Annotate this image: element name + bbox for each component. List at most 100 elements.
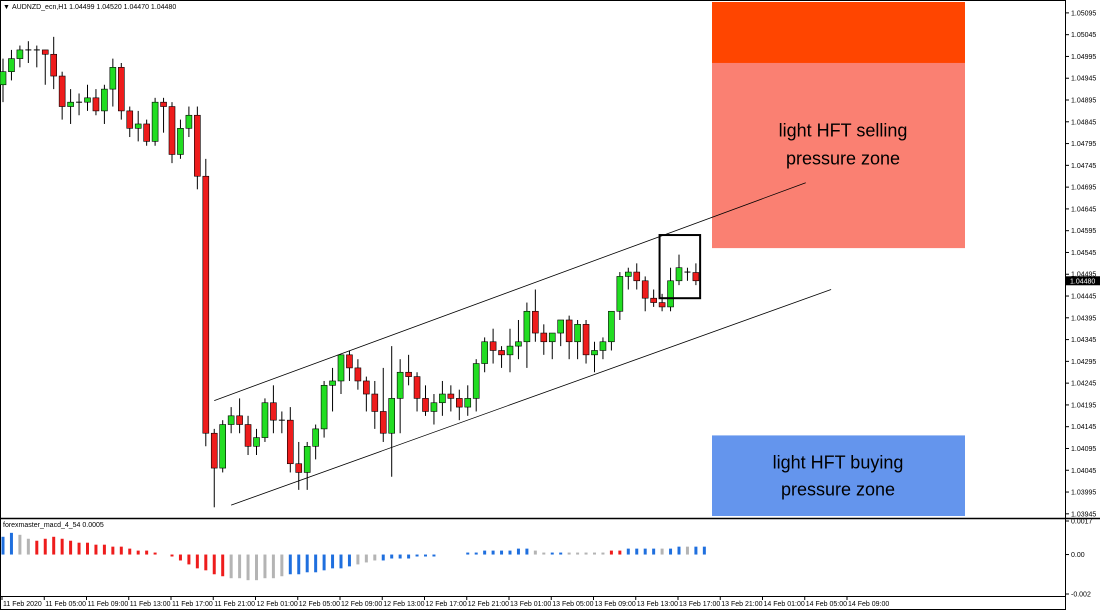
candle [194,106,201,190]
candle [405,354,412,386]
candle [455,389,463,421]
candle [219,420,226,473]
time-tick-label: 12 Feb 17:00 [426,601,467,608]
price-tick-label: 1.04995 [1071,54,1096,61]
selling-zone-label-line1: light HFT selling [779,121,908,141]
candle-body [109,67,117,90]
candle [489,328,497,364]
candle-body [455,398,463,408]
candle [227,407,235,434]
candle [84,84,91,111]
candle-body [489,341,497,351]
candle-body [464,398,472,408]
candle-body [506,345,514,356]
candle [346,350,353,381]
candle-body [413,376,421,399]
time-tick-label: 11 Feb 21:00 [214,601,255,608]
time-tick-label: 14 Feb 01:00 [764,601,805,608]
candle [67,89,74,124]
candle [278,411,285,434]
candle [608,310,615,351]
time-tick-label: 11 Feb 17:00 [172,601,213,608]
candle-body [236,415,243,425]
candle-body [84,97,91,103]
candle-body [574,324,581,343]
candle [253,428,260,456]
candle [540,324,548,355]
chart-menu-icon[interactable]: ▼ [3,4,10,11]
time-tick-label: 13 Feb 05:00 [552,601,593,608]
candle-body [286,419,294,465]
price-axis: 1.05095 1.05045 1.04995 1.04945 1.04895 1.048… [1065,10,1096,518]
candle [101,84,108,124]
price-tick-label: 1.04095 [1071,446,1096,453]
price-tick-label: 1.04295 [1071,359,1096,366]
price-tick-label: 1.04145 [1071,424,1096,431]
candle-body [67,101,74,107]
candle [354,359,362,390]
candle-body [675,267,683,282]
candle [8,49,15,81]
candle-body [329,380,336,386]
time-tick-label: 13 Feb 01:00 [510,601,551,608]
time-tick-label: 13 Feb 21:00 [721,601,762,608]
price-tick-label: 1.04695 [1071,185,1096,192]
trendline[interactable] [231,289,832,506]
candle-body [320,385,328,430]
candle [667,267,674,312]
highlight-box [658,234,702,300]
price-tick-label: 1.04495 [1071,272,1096,279]
candle [675,254,683,286]
candlestick-series [0,36,700,508]
candle-body [498,350,505,356]
candle-body [608,310,615,343]
time-tick-label: 12 Feb 13:00 [383,601,424,608]
price-tick-label: 1.04245 [1071,381,1096,388]
candle-body [388,398,396,434]
candle [574,319,581,360]
candle [337,354,345,395]
candle-body [118,67,125,112]
candle [202,158,210,447]
candle [557,319,565,347]
pressure-zones: light HFT selling pressure zone light HF… [712,2,965,516]
current-price-label: 1.04480 [1070,278,1095,285]
candle-body [532,310,539,334]
candle [464,385,472,416]
price-tick-label: 1.04395 [1071,315,1096,322]
candle [33,45,40,68]
macd-tick-label: 0.0017 [1071,519,1093,526]
time-tick-label: 11 Feb 2020 [3,601,42,608]
candle-body [658,302,666,308]
candle-body [194,114,201,177]
candle-body [472,363,480,399]
candle-body [540,332,548,343]
price-tick-label: 1.04045 [1071,468,1096,475]
price-tick-label: 1.04545 [1071,250,1096,257]
candle [16,45,24,68]
candle-body [202,175,210,434]
candle-body [177,128,184,155]
candle-body [151,101,159,142]
time-tick-label: 13 Feb 09:00 [595,601,636,608]
buying-zone-label-line1: light HFT buying [773,453,904,473]
candle-body [379,411,387,434]
candle-body [633,271,641,282]
candle-body [422,398,429,412]
candle-body [447,393,455,399]
candle [650,289,657,307]
candle-body [481,341,488,364]
candle [633,263,641,290]
time-tick-label: 11 Feb 09:00 [88,601,129,608]
candle [126,106,134,138]
price-tick-label: 1.04845 [1071,119,1096,126]
candle [41,49,49,85]
trendline[interactable] [214,182,806,401]
candle [295,441,303,490]
candle [548,332,556,360]
candle-body [641,280,649,299]
current-price-box [1066,276,1100,286]
price-tick-label: 1.04195 [1071,402,1096,409]
price-tick-label: 1.04795 [1071,141,1096,148]
price-tick-label: 1.04345 [1071,337,1096,344]
